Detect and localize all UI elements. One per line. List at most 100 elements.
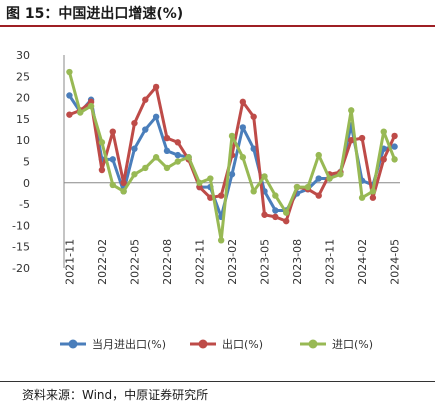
legend-label: 进口(%) bbox=[332, 338, 373, 351]
chart-title: 图 15：中国进出口增速(%) bbox=[6, 6, 184, 22]
x-tick-label: 2024-05 bbox=[389, 239, 402, 285]
series-point-3 bbox=[174, 158, 182, 165]
series-point-2 bbox=[272, 213, 279, 221]
x-tick-label: 2023-02 bbox=[226, 239, 239, 285]
series-point-3 bbox=[98, 139, 106, 146]
legend-swatch-marker bbox=[68, 339, 78, 349]
series-point-1 bbox=[391, 143, 398, 150]
x-tick-label: 2024-02 bbox=[356, 239, 369, 285]
series-point-2 bbox=[66, 111, 73, 118]
series-point-3 bbox=[228, 132, 236, 140]
y-tick-label: -5 bbox=[19, 198, 30, 211]
series-point-3 bbox=[142, 164, 149, 172]
series-point-2 bbox=[239, 98, 247, 106]
chart-series bbox=[66, 68, 398, 244]
series-point-1 bbox=[315, 175, 322, 182]
y-tick-label: 10 bbox=[16, 134, 30, 147]
y-tick-label: -20 bbox=[12, 262, 30, 275]
series-point-3 bbox=[217, 237, 225, 244]
series-point-3 bbox=[369, 188, 377, 195]
series-point-3 bbox=[207, 175, 214, 182]
series-point-1 bbox=[66, 92, 73, 99]
chart-legend: 当月进出口(%) 出口(%) 进口(%) bbox=[60, 337, 373, 351]
series-point-3 bbox=[152, 154, 160, 161]
series-point-1 bbox=[228, 171, 236, 178]
y-tick-label: -15 bbox=[12, 241, 30, 254]
x-tick-label: 2023-11 bbox=[324, 239, 337, 285]
y-tick-label: 15 bbox=[16, 113, 30, 126]
series-point-3 bbox=[391, 156, 398, 163]
x-tick-label: 2023-05 bbox=[259, 239, 272, 285]
series-point-3 bbox=[120, 188, 127, 195]
series-point-3 bbox=[282, 209, 290, 216]
series-point-2 bbox=[348, 137, 355, 144]
series-point-3 bbox=[185, 154, 192, 161]
series-point-3 bbox=[293, 183, 301, 191]
series-point-2 bbox=[282, 217, 290, 225]
series-point-3 bbox=[66, 68, 73, 76]
legend-swatch-marker bbox=[308, 339, 318, 349]
series-point-3 bbox=[250, 188, 257, 195]
series-point-1 bbox=[272, 207, 279, 214]
series-point-3 bbox=[337, 171, 344, 178]
legend-label: 出口(%) bbox=[222, 337, 263, 351]
series-point-3 bbox=[348, 107, 355, 114]
series-point-2 bbox=[163, 134, 171, 142]
series-point-2 bbox=[380, 156, 387, 163]
series-point-2 bbox=[98, 166, 106, 174]
source-note: 资料来源：Wind，中原证券研究所 bbox=[22, 388, 209, 402]
series-point-2 bbox=[217, 192, 225, 199]
series-point-2 bbox=[369, 194, 377, 201]
series-point-3 bbox=[109, 181, 116, 189]
line-chart: -20 -15 -10 -5 0 5 10 15 20 25 30 2021-11 2022-02 202… bbox=[12, 49, 402, 351]
series-point-2 bbox=[358, 134, 366, 142]
y-tick-label: 30 bbox=[16, 49, 30, 62]
series-point-3 bbox=[304, 183, 312, 191]
x-tick-label: 2021-11 bbox=[63, 239, 76, 285]
series-point-2 bbox=[391, 132, 398, 140]
x-tick-label: 2022-08 bbox=[161, 239, 174, 285]
series-point-2 bbox=[174, 139, 182, 146]
series-point-2 bbox=[250, 113, 257, 120]
y-tick-label: 20 bbox=[16, 92, 30, 105]
series-point-1 bbox=[142, 126, 149, 133]
legend-swatch-marker bbox=[198, 339, 208, 349]
title-rule bbox=[0, 25, 435, 27]
series-point-2 bbox=[109, 128, 116, 135]
series-point-3 bbox=[87, 102, 95, 110]
source-rule bbox=[0, 381, 435, 382]
series-point-1 bbox=[163, 147, 171, 155]
legend-label: 当月进出口(%) bbox=[92, 337, 166, 351]
series-point-3 bbox=[196, 179, 203, 186]
x-tick-label: 2023-08 bbox=[291, 239, 304, 285]
series-point-2 bbox=[131, 119, 138, 127]
series-point-1 bbox=[152, 113, 160, 120]
series-point-3 bbox=[163, 164, 171, 172]
series-point-1 bbox=[131, 145, 138, 152]
y-tick-label: -10 bbox=[12, 219, 30, 232]
series-point-3 bbox=[358, 194, 366, 201]
y-tick-label: 25 bbox=[16, 70, 30, 83]
series-point-2 bbox=[120, 179, 127, 186]
series-point-3 bbox=[380, 128, 387, 135]
series-point-3 bbox=[326, 175, 333, 182]
series-point-1 bbox=[174, 151, 182, 159]
title-bar: 图 15：中国进出口增速(%) bbox=[0, 0, 435, 27]
series-point-2 bbox=[261, 211, 268, 218]
series-point-3 bbox=[131, 171, 138, 178]
series-point-2 bbox=[142, 96, 149, 103]
y-tick-label: 5 bbox=[23, 156, 30, 169]
series-point-3 bbox=[272, 192, 279, 199]
series-point-3 bbox=[261, 173, 268, 180]
series-point-3 bbox=[315, 151, 322, 159]
series-point-1 bbox=[109, 156, 116, 163]
x-tick-label: 2022-02 bbox=[96, 239, 109, 285]
series-point-3 bbox=[239, 154, 247, 161]
x-tick-label: 2022-11 bbox=[193, 239, 206, 285]
y-tick-label: 0 bbox=[23, 177, 30, 190]
series-point-2 bbox=[152, 83, 160, 91]
series-point-2 bbox=[315, 192, 322, 199]
series-point-3 bbox=[77, 109, 84, 116]
x-tick-label: 2022-05 bbox=[128, 239, 141, 285]
series-point-1 bbox=[250, 145, 257, 152]
